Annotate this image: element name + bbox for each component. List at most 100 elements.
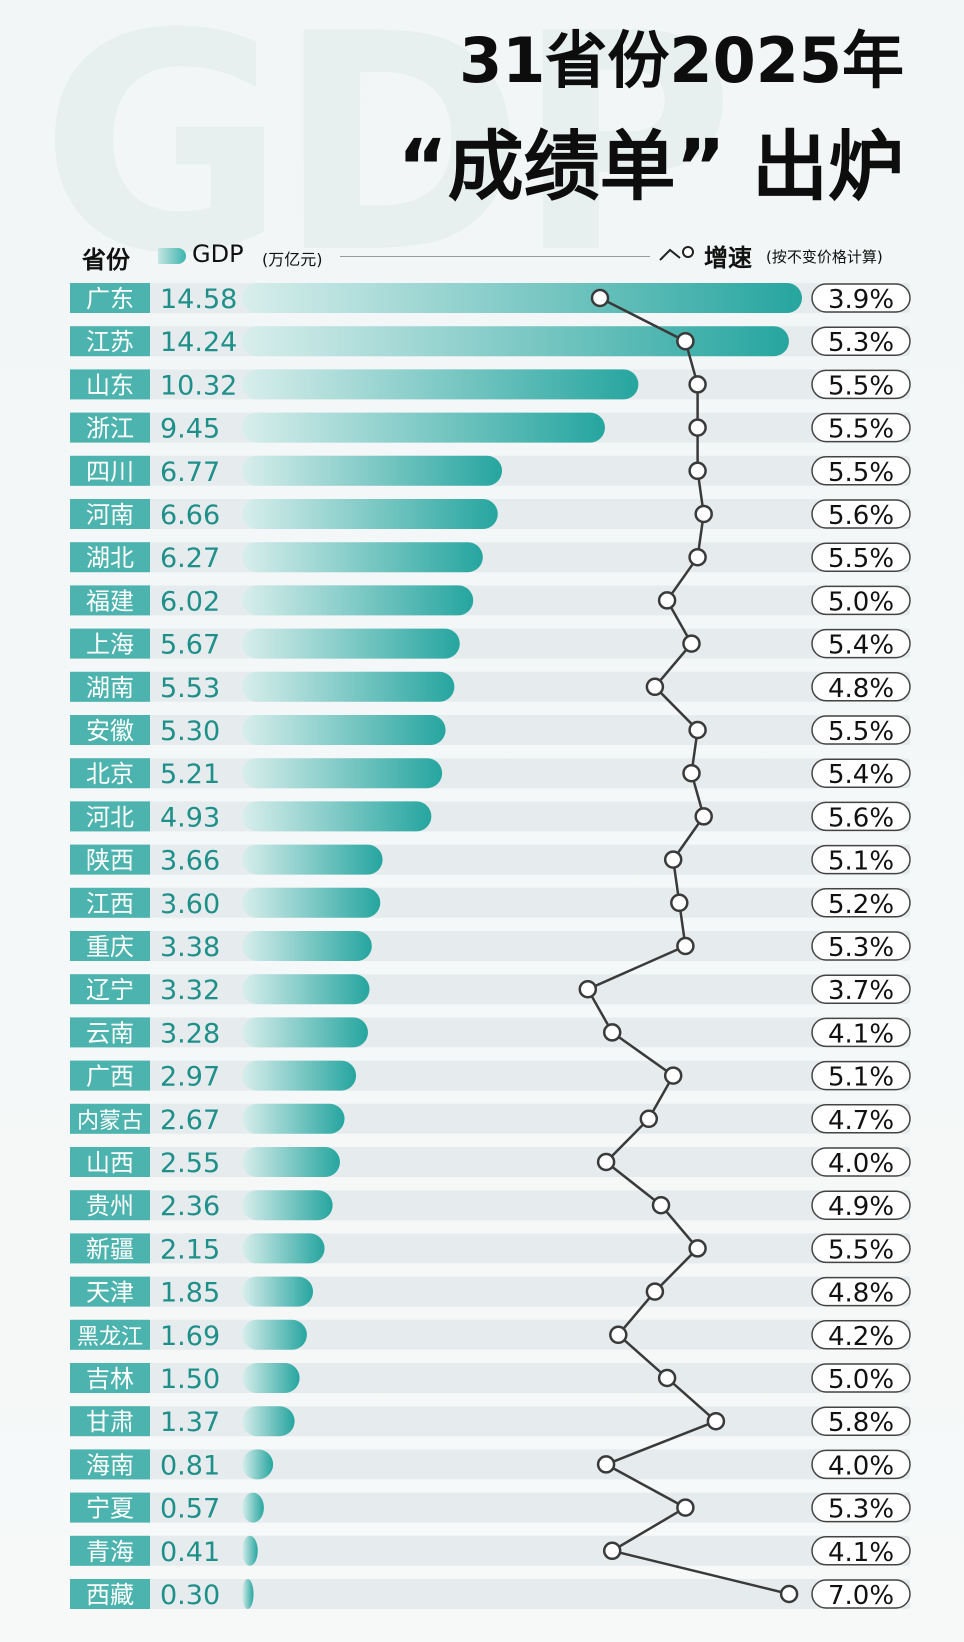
growth-pill <box>811 1233 911 1264</box>
gdp-value-label: 3.32 <box>160 975 220 1006</box>
growth-point <box>596 1455 616 1474</box>
province-label: 新疆 <box>86 1235 134 1263</box>
gdp-bar <box>242 326 789 357</box>
gdp-bar <box>242 1579 254 1609</box>
province-label: 江西 <box>86 890 134 918</box>
gdp-value-label: 0.30 <box>160 1580 220 1611</box>
gdp-bar <box>242 499 498 529</box>
province-label: 甘肃 <box>86 1408 134 1436</box>
growth-pill <box>811 628 911 659</box>
growth-point <box>676 331 695 351</box>
growth-line-icon <box>659 246 694 261</box>
gdp-bar <box>242 1233 325 1264</box>
gdp-bar <box>242 1147 340 1177</box>
province-label: 青海 <box>86 1538 134 1566</box>
province-label-box <box>70 1363 150 1393</box>
province-label-box <box>70 499 150 529</box>
gdp-bar <box>242 1535 258 1566</box>
growth-value-label: 4.8% <box>828 674 894 704</box>
growth-value-label: 5.2% <box>828 890 894 920</box>
province-label-box <box>70 1147 150 1177</box>
growth-point <box>596 1152 616 1172</box>
growth-value-label: 5.5% <box>828 415 894 445</box>
growth-point <box>676 1498 695 1517</box>
legend-province-label: 省份 <box>82 246 130 274</box>
growth-point <box>657 1368 677 1388</box>
growth-pill <box>811 1276 911 1307</box>
growth-value-label: 5.6% <box>828 501 894 531</box>
page-title-line1: 31省份2025年 <box>459 24 904 97</box>
province-label-box <box>70 542 150 573</box>
gdp-bar <box>242 1103 345 1134</box>
province-label-box <box>70 671 150 702</box>
growth-value-label: 4.0% <box>828 1149 894 1179</box>
gdp-bar <box>242 715 446 745</box>
chart-row: 青海 0.41 4.1% <box>70 1535 911 1568</box>
growth-point <box>682 763 701 783</box>
row-background <box>70 1449 910 1480</box>
legend-gdp-swatch <box>158 248 186 264</box>
gdp-value-label: 1.85 <box>160 1278 220 1309</box>
growth-value-label: 5.5% <box>828 717 894 747</box>
growth-value-label: 5.0% <box>828 1365 894 1395</box>
chart-row: 内蒙古 2.67 4.7% <box>70 1103 911 1136</box>
gdp-bar <box>242 1319 307 1350</box>
chart-row: 云南 3.28 4.1% <box>70 1017 911 1049</box>
gdp-value-label: 6.66 <box>160 500 220 531</box>
chart-row: 贵州 2.36 4.9% <box>70 1190 911 1222</box>
province-label: 江苏 <box>86 328 134 356</box>
gdp-value-label: 3.38 <box>160 932 220 963</box>
growth-value-label: 4.9% <box>828 1192 894 1222</box>
gdp-value-label: 6.02 <box>160 586 220 617</box>
growth-value-label: 4.8% <box>828 1279 894 1309</box>
growth-pill <box>811 931 911 961</box>
chart-row: 福建 6.02 5.0% <box>70 585 911 617</box>
gdp-bar <box>242 671 455 702</box>
growth-value-label: 5.1% <box>828 1063 894 1093</box>
gdp-bar <box>242 974 370 1005</box>
province-label: 辽宁 <box>86 976 134 1004</box>
growth-pill <box>811 1536 911 1566</box>
gdp-value-label: 10.32 <box>160 370 237 401</box>
province-label: 湖北 <box>86 544 134 572</box>
province-label-box <box>70 369 150 400</box>
legend-gdp-unit: (万亿元) <box>262 250 323 269</box>
province-label-box <box>70 1406 150 1437</box>
province-label-box <box>70 1017 150 1048</box>
growth-pill <box>811 283 911 313</box>
chart-row: 上海 5.67 5.4% <box>70 628 911 661</box>
growth-point <box>663 850 683 869</box>
province-label: 安徽 <box>86 717 134 745</box>
growth-pill <box>811 758 911 788</box>
gdp-value-label: 5.53 <box>160 673 220 704</box>
chart-row: 浙江 9.45 5.5% <box>70 412 911 445</box>
growth-pill <box>811 1363 911 1393</box>
gdp-bar <box>242 844 383 875</box>
growth-point <box>688 461 707 481</box>
growth-point <box>676 936 695 956</box>
gdp-bar <box>242 542 483 573</box>
chart-row: 吉林 1.50 5.0% <box>70 1363 911 1395</box>
gdp-value-label: 0.81 <box>160 1450 220 1481</box>
growth-pill <box>811 888 911 918</box>
growth-point <box>694 807 713 826</box>
growth-value-label: 5.5% <box>828 1235 894 1265</box>
chart-row: 西藏 0.30 7.0% <box>70 1579 911 1611</box>
legend-growth-note: (按不变价格计算) <box>766 248 883 266</box>
chart-row: 甘肃 1.37 5.8% <box>70 1406 911 1438</box>
chart-row: 陕西 3.66 5.1% <box>70 844 911 877</box>
growth-point <box>663 1066 683 1085</box>
growth-value-label: 5.3% <box>828 328 894 358</box>
province-label-box <box>70 1579 150 1609</box>
province-label: 山东 <box>86 371 134 399</box>
growth-pill <box>811 1190 911 1220</box>
province-label-box <box>70 1103 150 1134</box>
growth-value-label: 4.1% <box>828 1538 894 1568</box>
growth-pill <box>811 585 911 616</box>
growth-point <box>688 418 707 437</box>
province-label-box <box>70 1492 150 1523</box>
gdp-bar <box>242 628 460 659</box>
gdp-value-label: 1.37 <box>160 1407 220 1438</box>
province-label-box <box>70 585 150 616</box>
growth-pill <box>811 412 911 443</box>
